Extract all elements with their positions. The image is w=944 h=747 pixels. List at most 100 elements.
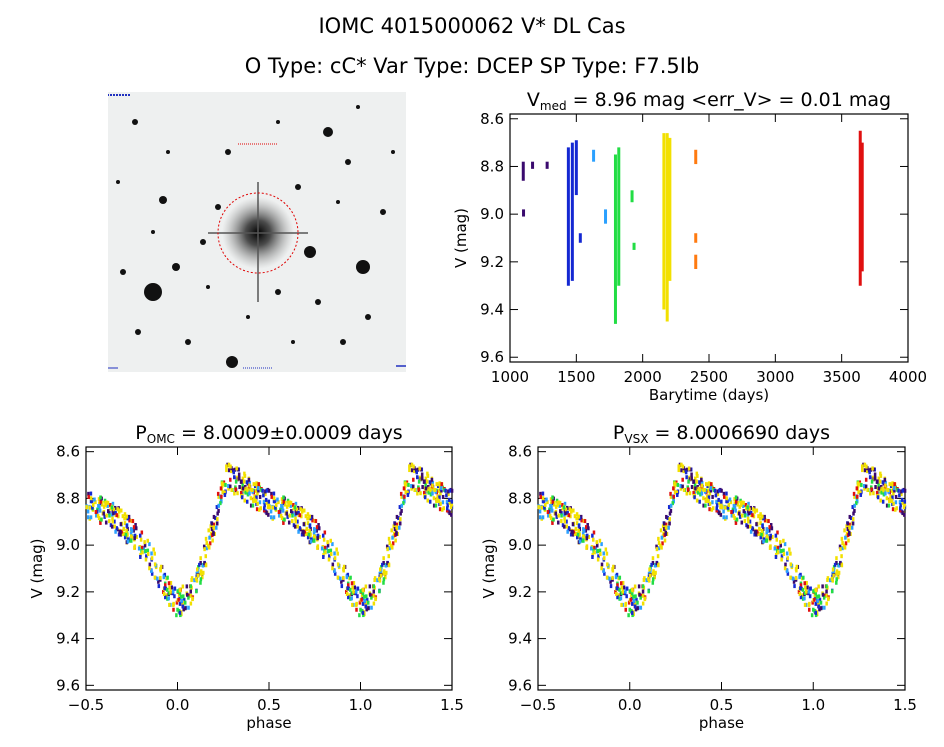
data-point (539, 494, 542, 499)
data-point (724, 516, 727, 521)
data-point (760, 532, 763, 537)
data-point (881, 480, 885, 485)
data-point (669, 491, 672, 496)
data-point (445, 493, 448, 498)
data-point (302, 532, 306, 537)
x-axis-label: Barytime (days) (649, 386, 769, 404)
star (365, 314, 371, 320)
data-point (304, 514, 308, 519)
data-point (279, 513, 283, 518)
data-point (544, 502, 547, 507)
star (345, 159, 351, 165)
data-point (146, 548, 150, 553)
data-point (277, 500, 280, 505)
data-point (205, 546, 208, 551)
data-point (811, 600, 814, 605)
data-point (577, 523, 581, 528)
data-point (748, 507, 751, 512)
data-point (631, 610, 634, 615)
data-point (217, 503, 221, 508)
data-point (636, 600, 639, 605)
data-point (584, 528, 588, 533)
data-point (861, 468, 864, 473)
data-point (331, 542, 334, 547)
data-point (817, 604, 820, 609)
data-point (898, 500, 902, 505)
data-point (302, 530, 305, 535)
data-point (629, 597, 633, 602)
data-point (651, 577, 655, 582)
data-point (415, 470, 418, 475)
data-point (347, 595, 350, 600)
data-point (384, 563, 388, 568)
data-point (105, 513, 108, 518)
data-point (655, 547, 659, 552)
data-point (707, 495, 711, 500)
data-point (749, 510, 753, 515)
data-point (309, 539, 313, 544)
data-point (692, 490, 695, 495)
data-point (567, 526, 571, 531)
data-point (175, 613, 178, 618)
data-point (204, 536, 208, 541)
data-point (299, 507, 302, 512)
data-point (438, 495, 441, 500)
data-point (157, 584, 161, 589)
data-point (203, 547, 206, 552)
data-point (316, 544, 320, 549)
data-point (278, 513, 281, 518)
data-point (687, 466, 691, 471)
data-point (162, 591, 166, 596)
data-point (563, 519, 567, 524)
data-point (447, 489, 450, 494)
data-point (747, 511, 751, 516)
data-point (322, 552, 325, 557)
data-point (856, 481, 860, 486)
data-point (248, 483, 251, 488)
data-point (139, 537, 143, 542)
data-point (768, 525, 771, 530)
data-point (125, 514, 128, 519)
data-point (641, 601, 645, 606)
data-point (538, 515, 542, 520)
data-point (592, 537, 595, 542)
data-point (595, 543, 599, 548)
star (225, 149, 231, 155)
data-point (776, 550, 780, 555)
data-point (178, 610, 182, 615)
data-point (890, 488, 894, 493)
data-point (249, 496, 253, 501)
data-point (422, 479, 426, 484)
data-point (668, 521, 671, 526)
star (116, 180, 120, 184)
data-point (756, 529, 759, 534)
data-point (306, 512, 310, 517)
star (172, 263, 180, 271)
data-point (222, 482, 226, 487)
data-point (798, 591, 802, 596)
data-point (632, 594, 635, 599)
data-point (146, 551, 150, 556)
data-point (593, 550, 596, 555)
data-point (866, 487, 869, 492)
data-point (625, 586, 629, 591)
data-point (424, 476, 428, 481)
data-point (372, 589, 375, 594)
data-point (108, 513, 111, 518)
data-point (333, 568, 336, 573)
data-point (426, 473, 430, 478)
data-point (591, 554, 594, 559)
data-point (903, 502, 907, 507)
star (159, 196, 167, 204)
data-point (336, 575, 340, 580)
data-point (241, 483, 244, 488)
data-point (647, 576, 650, 581)
data-point (94, 500, 97, 505)
data-point (731, 509, 734, 514)
data-point (308, 523, 312, 528)
data-point (616, 583, 619, 588)
data-point (681, 464, 685, 469)
data-point (112, 511, 115, 516)
data-point (603, 571, 606, 576)
data-point (812, 589, 815, 594)
